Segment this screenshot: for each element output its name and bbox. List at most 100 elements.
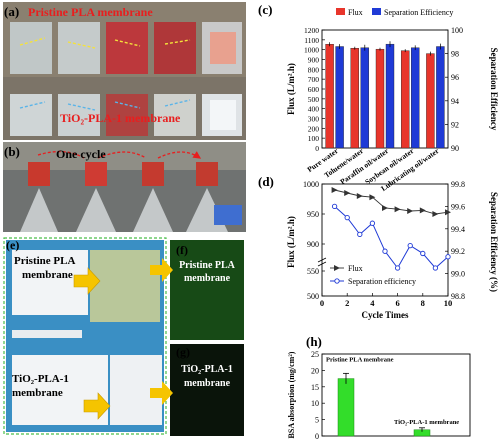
- panel-f-letter: (f): [176, 243, 188, 257]
- chart-d-point-separation: [331, 203, 338, 210]
- chart-h-ytick-label: 15: [311, 383, 319, 392]
- panel-e-letter: (e): [6, 238, 19, 252]
- chart-d-xtick-label: 0: [320, 298, 324, 308]
- panel-b: (b) One cycle: [3, 142, 246, 232]
- panel-a-bottom-label: TiO₂-PLA-1 membrane: [60, 111, 181, 125]
- panel-a-top-label: Pristine PLA membrane: [28, 5, 153, 19]
- chart-h-ytick-label: 5: [315, 416, 319, 425]
- chart-d-point-separation: [445, 254, 451, 260]
- panel-d: (d) 500 550 900 950 1000 98.8 99.0 99.2 99.4 99.6…: [258, 174, 499, 320]
- chart-c-ytick-label: 1200: [304, 26, 319, 35]
- panel-g-label-line2: membrane: [184, 378, 231, 389]
- chart-d-point-separation: [420, 250, 426, 257]
- chart-c-bar-flux: [350, 47, 359, 149]
- panel-g-letter: (g): [176, 345, 190, 359]
- chart-d-line-flux: [334, 189, 449, 215]
- panel-g-label-line1: TiO₂-PLA-1: [181, 364, 233, 375]
- chart-c-ytick-label: 400: [308, 105, 320, 114]
- panel-b-letter: (b): [4, 144, 20, 159]
- chart-c-bar-flux: [401, 50, 410, 149]
- chart-d-point-separation: [369, 220, 376, 226]
- panel-f-label-line2: membrane: [184, 273, 231, 284]
- panel-a-beakers-bottom: [10, 94, 242, 136]
- chart-c-bar-flux: [426, 53, 435, 149]
- chart-h-ytick-label: 20: [311, 366, 319, 375]
- chart-h-ytick-label: 0: [315, 432, 319, 441]
- panel-g: (g) TiO₂-PLA-1 membrane: [170, 344, 244, 436]
- panel-g-fluorescence-image: [170, 344, 244, 436]
- chart-d-point-separation: [432, 265, 439, 271]
- chart-d-xtick-label: 8: [421, 298, 425, 308]
- chart-d-legend-flux-marker: [334, 265, 340, 271]
- panel-e-top-label-line1: Pristine PLA: [14, 255, 75, 267]
- panel-a: (a) Pristine PLA membrane TiO₂-PLA-1 mem…: [3, 2, 246, 140]
- chart-d-ytick-label: 950: [307, 210, 319, 219]
- chart-d-legend-flux-label: Flux: [348, 264, 363, 273]
- panel-e-dashed-border: [3, 237, 167, 435]
- chart-d: 500 550 900 950 1000 98.8 99.0 99.2 99.4 99.6 99.8…: [286, 180, 499, 320]
- chart-d-point-separation: [394, 265, 401, 271]
- chart-h: 0 5 10 15 20 25 Pristine PLA membrane TiO₂-PLA-…: [287, 350, 471, 441]
- chart-d-xtick-label: 6: [395, 298, 399, 308]
- panel-f: (f) Pristine PLA membrane: [170, 240, 244, 340]
- panel-h: (h) 0 5 10 15 20 25 Pristine PLA membrane TiO₂-…: [287, 334, 471, 441]
- chart-d-point-flux: [356, 193, 363, 199]
- chart-c-ylabel: Flux (L/m².h): [286, 63, 296, 115]
- chart-d-ytick-right-label: 99.0: [451, 270, 465, 279]
- panel-b-setups: [20, 162, 242, 232]
- chart-d-point-flux: [369, 194, 376, 201]
- chart-d-ytick-right-label: 99.6: [451, 202, 465, 211]
- panel-e-arrow-top: [73, 267, 101, 295]
- chart-h-ylabel: BSA absorption (mg/cm²): [287, 351, 296, 438]
- chart-d-xtick-label: 2: [345, 298, 349, 308]
- chart-h-frame: [321, 353, 471, 437]
- chart-d-point-separation: [407, 242, 413, 249]
- chart-d-ytick-label: 550: [307, 267, 319, 276]
- chart-c-bar-flux: [375, 48, 385, 149]
- chart-c-bar-flux: [325, 44, 334, 149]
- chart-h-bar-label: TiO₂-PLA-1 membrane: [394, 419, 459, 426]
- chart-c-ytick-label: 1000: [304, 46, 319, 55]
- panel-c-letter: (c): [258, 2, 272, 17]
- chart-d-ytick-label: 1000: [303, 180, 319, 189]
- chart-c-bar-separation: [335, 46, 344, 149]
- chart-c-ytick-label: 700: [308, 75, 320, 84]
- panel-e-bottom-label-line1: TiO₂-PLA-1: [12, 373, 69, 385]
- chart-c-ytick-label: 200: [308, 124, 320, 133]
- panel-a-dashed-arrows-bottom: [19, 99, 191, 111]
- chart-c-bar-separation: [411, 47, 420, 149]
- chart-c-legend-separation-label: Separation Efficiency: [384, 8, 453, 17]
- chart-d-point-flux: [407, 208, 414, 214]
- chart-d-ytick-right-label: 99.8: [451, 180, 465, 189]
- chart-c-ytick-right-label: 100: [451, 26, 463, 35]
- chart-d-point-separation: [382, 248, 388, 254]
- chart-d-ytick-right-label: 98.8: [451, 292, 465, 301]
- chart-d-point-flux: [382, 205, 388, 211]
- panel-e-top-label-line2: membrane: [22, 269, 73, 281]
- chart-c-bar-separation: [436, 46, 445, 149]
- chart-c-ytick-right-label: 94: [451, 97, 459, 106]
- panel-b-cycle-arrows: [37, 152, 200, 158]
- chart-d-point-separation: [357, 231, 363, 238]
- chart-c-ytick-label: 900: [308, 56, 320, 65]
- chart-d-legend-separation-label: Separation efficiency: [348, 277, 416, 286]
- panel-b-caption: One cycle: [56, 147, 106, 161]
- chart-d-ytick-label: 500: [307, 292, 319, 301]
- chart-h-bar-label: Pristine PLA membrane: [326, 356, 394, 363]
- chart-c-ytick-right-label: 98: [451, 50, 459, 59]
- chart-h-ytick-label: 10: [311, 399, 319, 408]
- panel-f-label-line1: Pristine PLA: [179, 260, 236, 271]
- chart-c-ytick-label: 300: [308, 115, 320, 124]
- chart-c-legend-flux-label: Flux: [348, 8, 363, 17]
- panel-e-bottom-label-line2: membrane: [12, 387, 63, 399]
- chart-c-ytick-right-label: 92: [451, 120, 459, 129]
- panel-fg-arrow-bottom: [150, 381, 173, 405]
- chart-d-xtick-label: 4: [370, 298, 375, 308]
- panel-e-pristine-sheet: [90, 250, 160, 322]
- chart-d-legend-separation-marker: [334, 278, 340, 284]
- chart-d-point-flux: [419, 207, 426, 214]
- panel-h-letter: (h): [306, 334, 322, 349]
- chart-d-ytick-right-label: 99.2: [451, 247, 465, 256]
- chart-d-point-flux: [394, 206, 401, 213]
- chart-d-xlabel: Cycle Times: [362, 310, 409, 320]
